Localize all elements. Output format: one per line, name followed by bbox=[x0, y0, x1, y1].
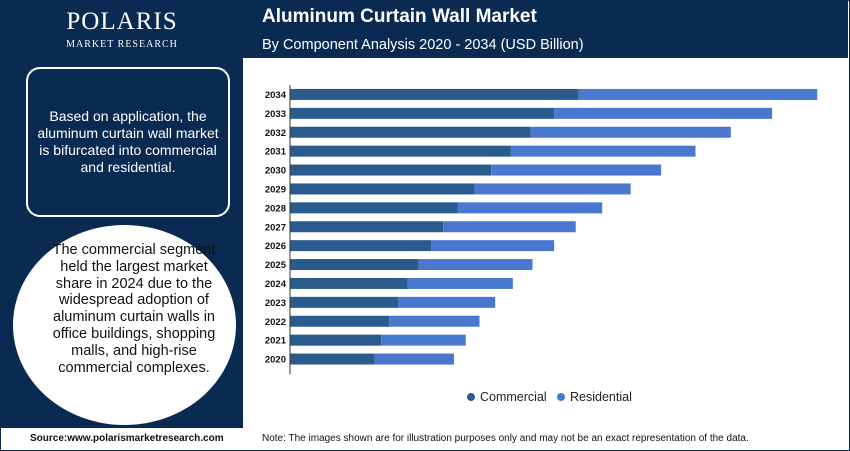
legend-label-commercial: Commercial bbox=[480, 390, 547, 404]
y-tick-label: 2020 bbox=[265, 355, 286, 366]
bar-residential-2033 bbox=[554, 107, 773, 119]
bar-commercial-2021 bbox=[290, 334, 382, 346]
bar-commercial-2027 bbox=[290, 221, 444, 233]
logo-tagline: MARKET RESEARCH bbox=[66, 39, 178, 50]
bar-residential-2030 bbox=[491, 164, 662, 176]
y-tick-label: 2033 bbox=[265, 109, 286, 120]
bar-residential-2028 bbox=[457, 202, 603, 214]
legend-label-residential: Residential bbox=[570, 390, 632, 404]
info-box: Based on application, the aluminum curta… bbox=[26, 67, 230, 217]
bar-commercial-2034 bbox=[290, 88, 579, 100]
bar-commercial-2024 bbox=[290, 277, 408, 289]
legend-item-commercial: Commercial bbox=[467, 390, 547, 404]
y-tick-label: 2022 bbox=[265, 317, 286, 328]
chart-subtitle: By Component Analysis 2020 - 2034 (USD B… bbox=[262, 37, 584, 53]
y-tick-label: 2032 bbox=[265, 128, 286, 139]
bar-commercial-2026 bbox=[290, 240, 432, 252]
y-tick-label: 2026 bbox=[265, 241, 286, 252]
bar-commercial-2029 bbox=[290, 183, 475, 195]
bar-residential-2027 bbox=[443, 221, 576, 233]
legend-item-residential: Residential bbox=[557, 390, 632, 404]
bar-commercial-2031 bbox=[290, 145, 511, 157]
y-tick-label: 2024 bbox=[265, 279, 287, 290]
info-box-text: Based on application, the aluminum curta… bbox=[37, 108, 219, 175]
y-tick-label: 2028 bbox=[265, 203, 286, 214]
legend-swatch-commercial bbox=[467, 393, 475, 401]
bar-commercial-2023 bbox=[290, 296, 398, 308]
footer bbox=[1, 429, 848, 449]
bar-residential-2024 bbox=[407, 277, 513, 289]
logo-name: POLARIS bbox=[66, 8, 178, 35]
bar-residential-2026 bbox=[431, 240, 555, 252]
source-text: Source:www.polarismarketresearch.com bbox=[30, 433, 224, 444]
bar-residential-2025 bbox=[418, 259, 533, 271]
bar-residential-2031 bbox=[510, 145, 696, 157]
bar-residential-2029 bbox=[474, 183, 631, 195]
y-tick-label: 2021 bbox=[265, 336, 287, 347]
bar-residential-2020 bbox=[374, 353, 454, 365]
bar-commercial-2022 bbox=[290, 315, 390, 327]
info-circle bbox=[13, 225, 236, 425]
logo: POLARIS bbox=[1, 8, 243, 36]
bar-commercial-2028 bbox=[290, 202, 458, 214]
y-tick-label: 2030 bbox=[265, 166, 286, 177]
bar-residential-2023 bbox=[398, 296, 496, 308]
legend-swatch-residential bbox=[557, 393, 565, 401]
y-tick-label: 2025 bbox=[265, 260, 287, 271]
bar-commercial-2025 bbox=[290, 259, 419, 271]
y-tick-label: 2023 bbox=[265, 298, 286, 309]
bar-residential-2032 bbox=[530, 126, 731, 138]
bar-commercial-2030 bbox=[290, 164, 492, 176]
chart-title: Aluminum Curtain Wall Market bbox=[262, 6, 537, 27]
bar-commercial-2033 bbox=[290, 107, 555, 119]
y-tick-label: 2027 bbox=[265, 222, 286, 233]
y-tick-label: 2034 bbox=[265, 90, 287, 101]
bar-residential-2034 bbox=[578, 88, 818, 100]
disclaimer-note: Note: The images shown are for illustrat… bbox=[262, 433, 749, 444]
bar-commercial-2020 bbox=[290, 353, 375, 365]
y-tick-label: 2029 bbox=[265, 184, 286, 195]
header-bar bbox=[243, 1, 848, 58]
bar-residential-2022 bbox=[389, 315, 480, 327]
info-circle-text: The commercial segment held the largest … bbox=[52, 242, 216, 376]
y-tick-label: 2031 bbox=[265, 147, 287, 158]
bar-residential-2021 bbox=[381, 334, 466, 346]
bar-commercial-2032 bbox=[290, 126, 531, 138]
